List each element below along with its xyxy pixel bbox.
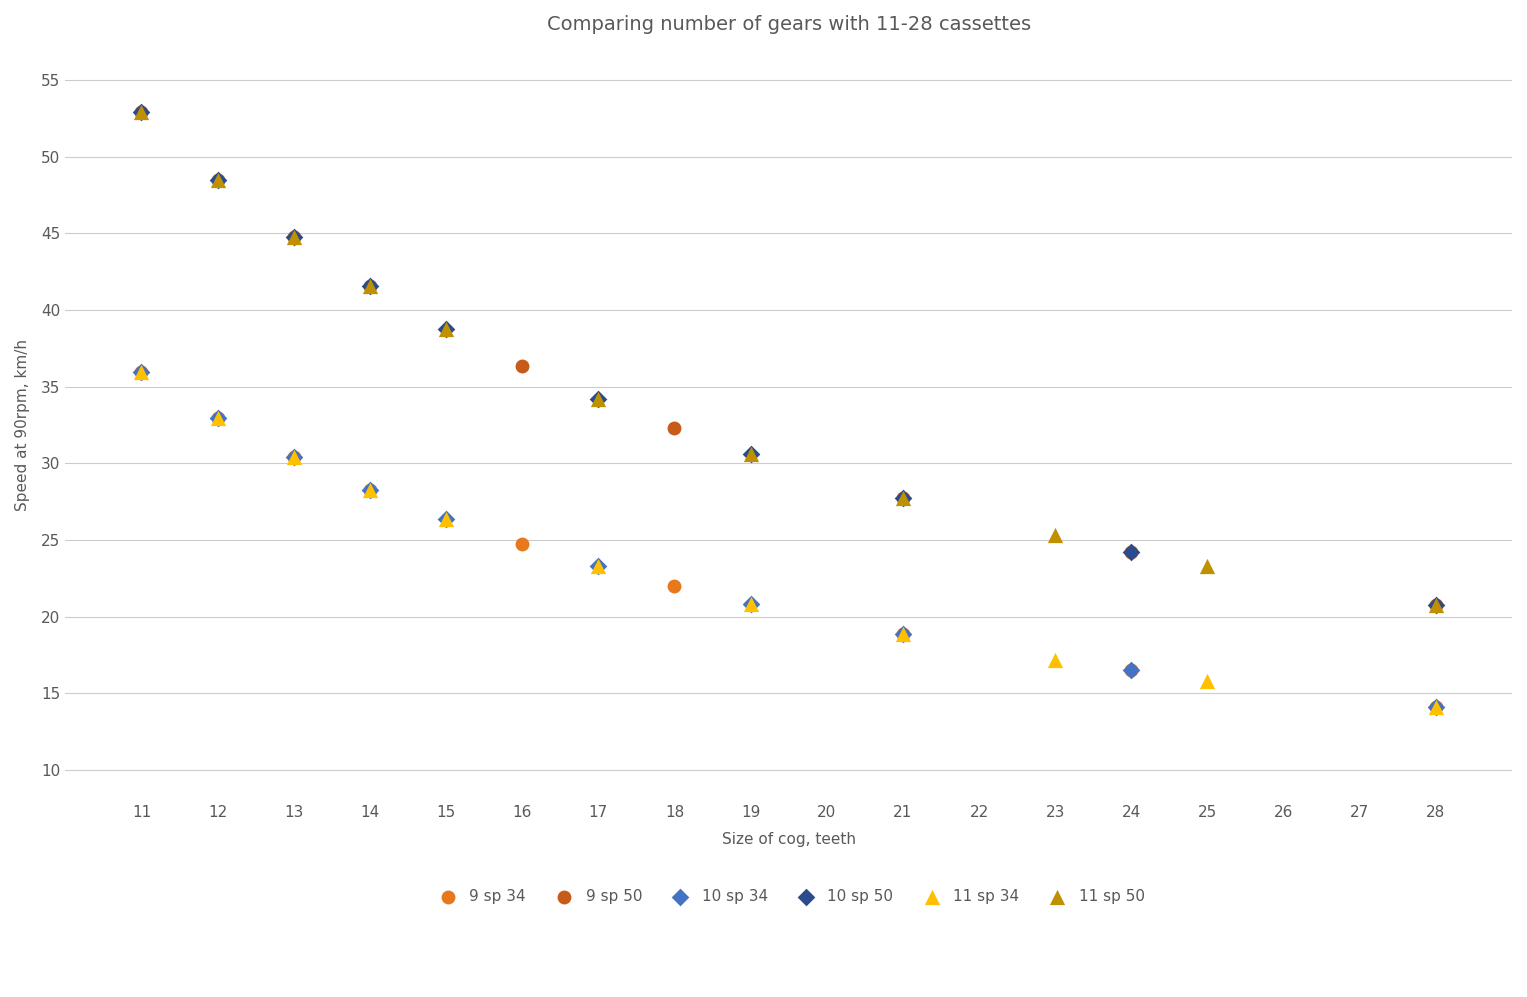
10 sp 50 [739,446,764,462]
10 sp 50 [1119,543,1144,559]
9 sp 34 [1423,699,1448,715]
9 sp 50 [281,229,305,245]
10 sp 34 [281,449,305,465]
10 sp 34 [434,510,458,526]
11 sp 50 [281,229,305,245]
9 sp 50 [890,491,915,506]
11 sp 34 [586,558,611,574]
9 sp 50 [206,171,231,187]
11 sp 50 [739,446,764,462]
10 sp 34 [357,482,382,498]
9 sp 50 [1423,596,1448,612]
9 sp 34 [281,449,305,465]
10 sp 34 [890,626,915,642]
11 sp 34 [739,596,764,612]
Title: Comparing number of gears with 11-28 cassettes: Comparing number of gears with 11-28 cas… [547,15,1031,34]
11 sp 34 [1043,651,1067,667]
Y-axis label: Speed at 90rpm, km/h: Speed at 90rpm, km/h [15,339,31,511]
10 sp 50 [281,229,305,245]
9 sp 50 [510,358,534,374]
10 sp 50 [130,105,154,121]
11 sp 34 [130,364,154,380]
10 sp 50 [434,321,458,337]
11 sp 34 [1196,673,1220,689]
11 sp 34 [206,410,231,426]
9 sp 50 [130,105,154,121]
11 sp 34 [890,626,915,642]
10 sp 34 [130,364,154,380]
11 sp 50 [586,391,611,407]
10 sp 50 [1423,596,1448,612]
11 sp 50 [434,321,458,337]
9 sp 34 [510,536,534,552]
11 sp 34 [357,482,382,498]
10 sp 34 [1119,663,1144,679]
10 sp 50 [586,391,611,407]
11 sp 50 [206,171,231,187]
10 sp 50 [890,491,915,506]
10 sp 50 [357,278,382,294]
9 sp 50 [663,420,687,436]
Legend: 9 sp 34, 9 sp 50, 10 sp 34, 10 sp 50, 11 sp 34, 11 sp 50: 9 sp 34, 9 sp 50, 10 sp 34, 10 sp 50, 11… [426,883,1151,910]
10 sp 34 [739,596,764,612]
11 sp 34 [281,449,305,465]
9 sp 50 [357,278,382,294]
10 sp 34 [586,558,611,574]
9 sp 34 [663,578,687,594]
9 sp 34 [1119,663,1144,679]
11 sp 50 [1043,527,1067,543]
X-axis label: Size of cog, teeth: Size of cog, teeth [722,831,855,846]
10 sp 34 [1423,699,1448,715]
10 sp 34 [206,410,231,426]
9 sp 34 [357,482,382,498]
9 sp 34 [206,410,231,426]
9 sp 34 [890,626,915,642]
10 sp 50 [206,171,231,187]
11 sp 34 [1423,699,1448,715]
11 sp 50 [890,491,915,506]
11 sp 50 [1196,558,1220,574]
9 sp 34 [130,364,154,380]
11 sp 50 [1423,596,1448,612]
11 sp 50 [357,278,382,294]
11 sp 50 [130,105,154,121]
11 sp 34 [434,510,458,526]
9 sp 50 [1119,543,1144,559]
